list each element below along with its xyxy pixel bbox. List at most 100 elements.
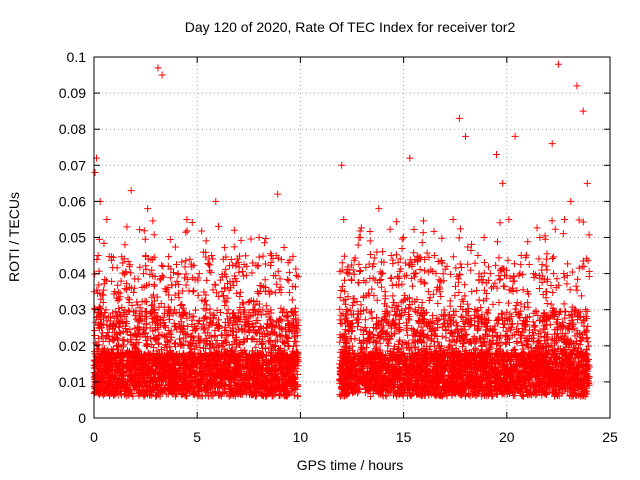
data-point: [196, 344, 204, 352]
data-point: [290, 342, 298, 350]
data-point: [338, 161, 346, 169]
data-point: [424, 288, 432, 296]
data-point: [243, 314, 251, 322]
data-point: [182, 270, 190, 278]
data-point: [455, 114, 463, 122]
data-point: [406, 154, 414, 162]
data-point: [222, 265, 230, 273]
data-point: [583, 179, 591, 187]
data-point: [122, 268, 130, 276]
data-point: [189, 288, 197, 296]
data-point: [167, 274, 175, 282]
data-point: [149, 217, 157, 225]
data-point: [277, 256, 285, 264]
data-point: [114, 281, 122, 289]
data-point: [183, 227, 191, 235]
data-point: [214, 222, 222, 230]
data-point: [212, 197, 220, 205]
data-point: [274, 190, 282, 198]
data-point: [175, 294, 183, 302]
data-point: [266, 337, 274, 345]
data-point: [486, 270, 494, 278]
data-point: [468, 288, 476, 296]
data-point: [505, 215, 513, 223]
data-point: [150, 231, 158, 239]
data-point: [245, 308, 253, 316]
data-point: [105, 253, 113, 261]
data-point: [294, 273, 302, 281]
data-point: [273, 317, 281, 325]
data-point: [573, 82, 581, 90]
data-point: [178, 258, 186, 266]
data-point: [211, 280, 219, 288]
data-point: [127, 187, 135, 195]
data-point: [236, 288, 244, 296]
data-point: [203, 276, 211, 284]
data-point: [217, 331, 225, 339]
data-point: [480, 234, 488, 241]
data-point: [280, 339, 288, 347]
data-point: [136, 226, 144, 234]
data-point: [462, 132, 470, 140]
data-point: [167, 296, 175, 304]
data-point: [122, 280, 130, 288]
data-point: [148, 301, 156, 309]
data-point: [178, 391, 186, 399]
data-point: [108, 256, 116, 264]
data-point: [202, 301, 210, 309]
data-point: [122, 317, 130, 325]
data-point: [202, 291, 210, 299]
data-point: [165, 315, 173, 323]
data-point: [150, 344, 158, 352]
data-point: [240, 261, 248, 268]
data-point: [294, 392, 302, 400]
data-point: [157, 299, 165, 307]
data-point: [97, 295, 105, 303]
data-point: [154, 332, 162, 340]
data-point: [171, 340, 179, 348]
data-point: [227, 363, 235, 371]
data-point: [561, 215, 569, 223]
data-point: [141, 235, 149, 243]
data-point: [95, 334, 103, 342]
data-point: [109, 264, 117, 272]
data-point: [177, 318, 185, 326]
data-point: [208, 333, 216, 341]
data-point: [116, 358, 124, 366]
data-point: [121, 241, 129, 249]
data-point: [567, 197, 575, 205]
data-point: [100, 345, 108, 353]
data-point: [240, 338, 248, 346]
data-point: [292, 271, 300, 279]
data-point: [183, 215, 191, 223]
data-point: [536, 234, 544, 241]
data-point: [259, 252, 267, 260]
data-point: [150, 281, 158, 289]
data-point: [400, 234, 408, 241]
data-point: [186, 255, 194, 263]
data-point: [248, 269, 256, 277]
data-point: [158, 272, 166, 280]
data-point: [236, 339, 244, 347]
data-point: [267, 261, 275, 269]
data-point: [285, 289, 293, 297]
data-point: [99, 314, 107, 322]
data-point: [147, 302, 155, 310]
data-point: [247, 235, 255, 243]
data-point: [262, 260, 270, 268]
data-point: [144, 205, 152, 213]
data-point: [222, 298, 230, 306]
data-point: [265, 313, 273, 321]
data-point: [248, 347, 256, 355]
data-point: [375, 205, 383, 213]
data-point: [100, 239, 108, 247]
data-point: [169, 269, 177, 277]
data-point: [273, 280, 281, 288]
data-point: [124, 306, 132, 314]
data-point: [235, 268, 243, 276]
data-point: [191, 345, 199, 353]
data-point: [213, 289, 221, 297]
data-point: [192, 342, 200, 350]
data-point: [230, 226, 238, 234]
